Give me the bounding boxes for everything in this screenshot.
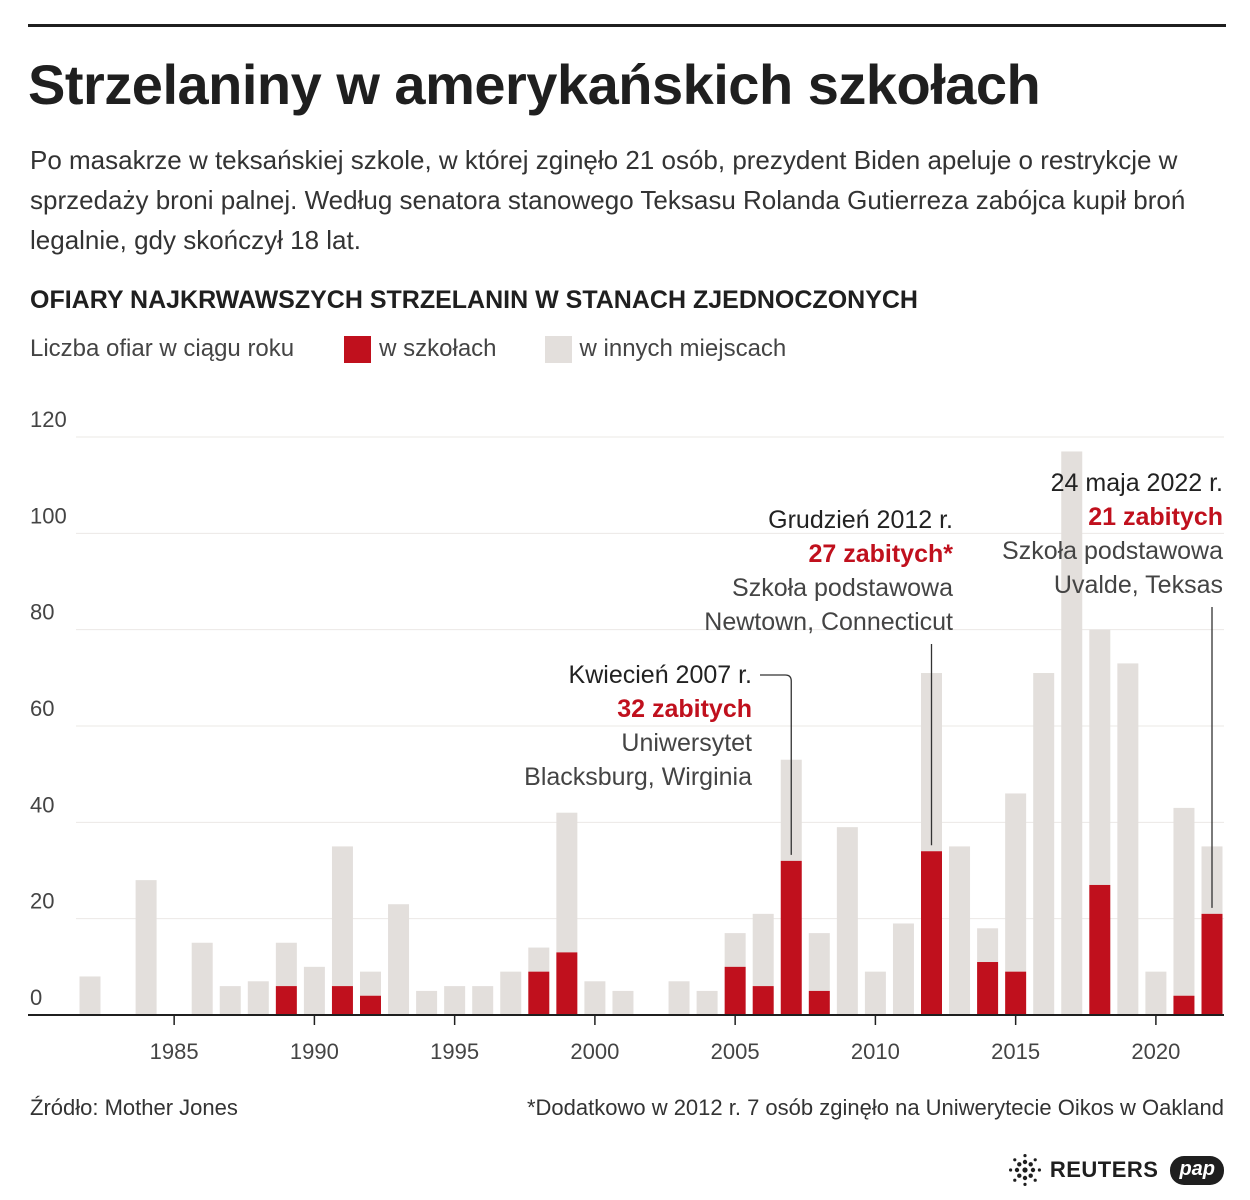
bar-other-2011 — [892, 923, 914, 1015]
annotation-2007-leader — [760, 674, 792, 855]
annotation-2022-line-3: Uvalde, Teksas — [1054, 571, 1223, 599]
bar-school-2012 — [921, 851, 942, 1015]
bar-other-1990 — [303, 966, 325, 1015]
bar-other-1997 — [500, 971, 522, 1015]
annotation-2012-line-1: 27 zabitych* — [808, 540, 953, 568]
bar-other-1991 — [331, 846, 353, 987]
annotation-2007-line-1: 32 zabitych — [617, 695, 752, 723]
bar-other-1993 — [388, 904, 410, 1015]
legend-swatch-schools — [344, 335, 372, 363]
legend-item-schools: w szkołach — [344, 335, 497, 363]
bar-school-1999 — [556, 952, 578, 1015]
bar-school-2015 — [1005, 971, 1027, 1015]
bar-other-2015 — [1005, 793, 1027, 972]
x-tick-label-2015: 2015 — [991, 1039, 1040, 1064]
intro-paragraph: Po masakrze w teksańskiej szkole, w któr… — [30, 145, 1186, 255]
bar-other-1987 — [219, 986, 241, 1015]
x-tick-label-1995: 1995 — [430, 1039, 479, 1064]
pap-logo: pap — [1170, 1155, 1224, 1185]
bar-school-1998 — [528, 971, 550, 1015]
bar-school-2006 — [752, 986, 774, 1015]
bar-other-2010 — [864, 971, 886, 1015]
chart-subtitle: OFIARY NAJKRWAWSZYCH STRZELANIN W STANAC… — [30, 286, 918, 314]
bar-chart: 0 20 40 60 80 100 120 1985 1990 1995 2000 2005 2010 2… — [28, 407, 1224, 1064]
y-tick-label-20: 20 — [30, 889, 54, 914]
bar-school-2014 — [977, 962, 999, 1015]
bar-other-2018 — [1089, 629, 1111, 885]
bar-other-1995 — [444, 986, 466, 1015]
x-tick-label-2005: 2005 — [711, 1039, 760, 1064]
legend-label-schools: w szkołach — [379, 335, 497, 362]
x-tick-label-1990: 1990 — [290, 1039, 339, 1064]
annotation-2012-line-0: Grudzień 2012 r. — [768, 506, 953, 534]
bar-school-2005 — [724, 966, 746, 1015]
bar-other-2017 — [1061, 451, 1083, 1015]
annotation-2012-line-2: Szkoła podstawowa — [732, 574, 953, 602]
legend-swatch-other — [544, 335, 572, 363]
bar-other-1982 — [79, 976, 101, 1015]
annotation-2007-line-2: Uniwersytet — [621, 729, 752, 757]
bar-school-2008 — [808, 990, 830, 1015]
y-tick-label-60: 60 — [30, 696, 54, 721]
bar-other-1994 — [416, 990, 438, 1015]
bar-other-1986 — [191, 942, 213, 1015]
x-tick-label-2000: 2000 — [570, 1039, 619, 1064]
legend-label-other: w innych miejscach — [579, 335, 787, 362]
annotation-2012-line-3: Newtown, Connecticut — [704, 608, 953, 636]
bar-other-2016 — [1033, 673, 1055, 1015]
annotation-2007-line-0: Kwiecień 2007 r. — [569, 661, 752, 689]
bar-other-2009 — [836, 827, 858, 1015]
bar-other-1992 — [360, 971, 381, 996]
bar-other-1998 — [528, 947, 550, 972]
bar-other-1984 — [135, 880, 157, 1015]
y-tick-label-100: 100 — [30, 503, 67, 528]
bar-other-1989 — [275, 942, 297, 987]
bar-school-1992 — [360, 995, 381, 1015]
bar-school-1989 — [275, 986, 297, 1015]
bar-other-2021 — [1173, 807, 1195, 996]
bar-school-1991 — [331, 986, 353, 1015]
x-tick-label-2020: 2020 — [1131, 1039, 1180, 1064]
annotation-2022-line-1: 21 zabitych — [1088, 503, 1223, 531]
bar-other-1996 — [472, 986, 494, 1015]
bar-school-2007 — [780, 860, 802, 1015]
top-rule — [28, 24, 1226, 27]
bar-other-2008 — [808, 933, 830, 991]
y-tick-label-80: 80 — [30, 600, 54, 625]
x-tick-label-1985: 1985 — [150, 1039, 199, 1064]
legend-item-other: w innych miejscach — [544, 335, 787, 363]
legend: Liczba ofiar w ciągu roku w szkołach w i… — [30, 332, 834, 366]
bar-other-1999 — [556, 812, 578, 953]
bar-other-2019 — [1117, 663, 1139, 1015]
bar-school-2018 — [1089, 884, 1111, 1015]
reuters-logo-icon — [1008, 1154, 1041, 1186]
bar-school-2021 — [1173, 995, 1195, 1015]
bar-other-2005 — [724, 933, 746, 967]
source-note: Źródło: Mother Jones — [30, 1095, 238, 1120]
bar-school-2022 — [1201, 913, 1223, 1015]
bar-other-2006 — [752, 913, 774, 987]
bar-other-1988 — [247, 981, 269, 1015]
bar-other-2004 — [696, 990, 718, 1015]
reuters-logo-text: REUTERS — [1049, 1157, 1159, 1182]
bar-other-2013 — [949, 846, 971, 1015]
logos: REUTERS pap — [1008, 1152, 1224, 1188]
bar-other-2003 — [668, 981, 690, 1015]
annotation-2022-line-2: Szkoła podstawowa — [1002, 537, 1223, 565]
annotation-2022-line-0: 24 maja 2022 r. — [1051, 469, 1223, 497]
y-tick-label-120: 120 — [30, 407, 67, 432]
y-tick-label-40: 40 — [30, 792, 54, 817]
bar-other-2001 — [612, 990, 634, 1015]
bar-other-2020 — [1145, 971, 1167, 1015]
footnote: *Dodatkowo w 2012 r. 7 osób zginęło na U… — [526, 1095, 1224, 1120]
annotation-2007-line-3: Blacksburg, Wirginia — [524, 763, 752, 791]
legend-note: Liczba ofiar w ciągu roku — [30, 335, 295, 362]
y-tick-label-0: 0 — [30, 985, 42, 1010]
bar-other-2000 — [584, 981, 606, 1015]
page-title: Strzelaniny w amerykańskich szkołach — [28, 53, 1041, 116]
bar-other-2014 — [977, 928, 999, 963]
x-tick-label-2010: 2010 — [851, 1039, 900, 1064]
